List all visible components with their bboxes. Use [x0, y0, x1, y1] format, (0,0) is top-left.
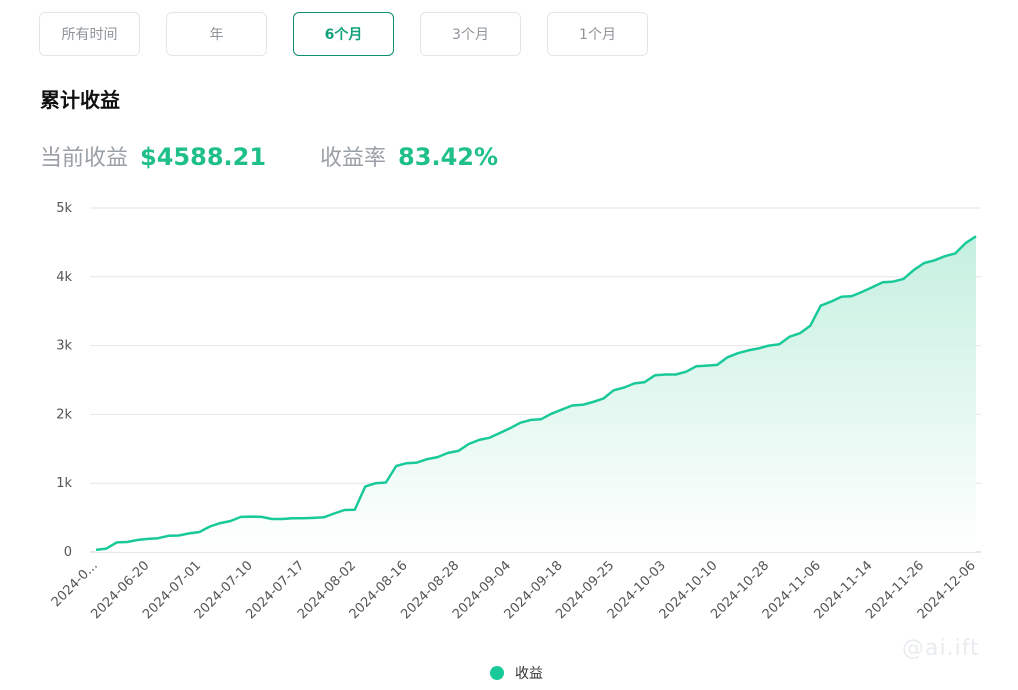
return-rate-label: 收益率 [320, 146, 387, 171]
tab-all-time[interactable]: 所有时间 [39, 12, 140, 56]
tab-3-months[interactable]: 3个月 [420, 12, 521, 56]
tab-1-month[interactable]: 1个月 [547, 12, 648, 56]
y-tick-label: 0 [64, 545, 72, 560]
legend-label: 收益 [515, 666, 543, 682]
current-earnings-label: 当前收益 [40, 146, 129, 171]
tab-year[interactable]: 年 [166, 12, 267, 56]
series-area-fill [96, 236, 976, 553]
series-line-earnings [95, 235, 977, 552]
current-earnings-value: $4588.21 [140, 143, 267, 171]
tab-6-months[interactable]: 6个月 [293, 12, 394, 56]
y-tick-label: 3k [56, 339, 72, 354]
y-tick-label: 5k [56, 201, 72, 216]
y-tick-label: 1k [56, 476, 72, 491]
legend-marker [490, 666, 504, 680]
time-range-tabs: 所有时间 年 6个月 3个月 1个月 [39, 12, 674, 56]
section-title: 累计收益 [40, 88, 120, 112]
y-tick-label: 2k [56, 407, 72, 422]
x-tick-label: 2024-0... [49, 558, 101, 610]
y-tick-label: 4k [56, 270, 72, 285]
watermark: @ai.ift [902, 636, 980, 661]
stats-summary: 当前收益 $4588.21 收益率 83.42% [40, 140, 498, 172]
return-rate-value: 83.42% [398, 143, 499, 171]
chart-legend: 收益 [490, 663, 543, 683]
